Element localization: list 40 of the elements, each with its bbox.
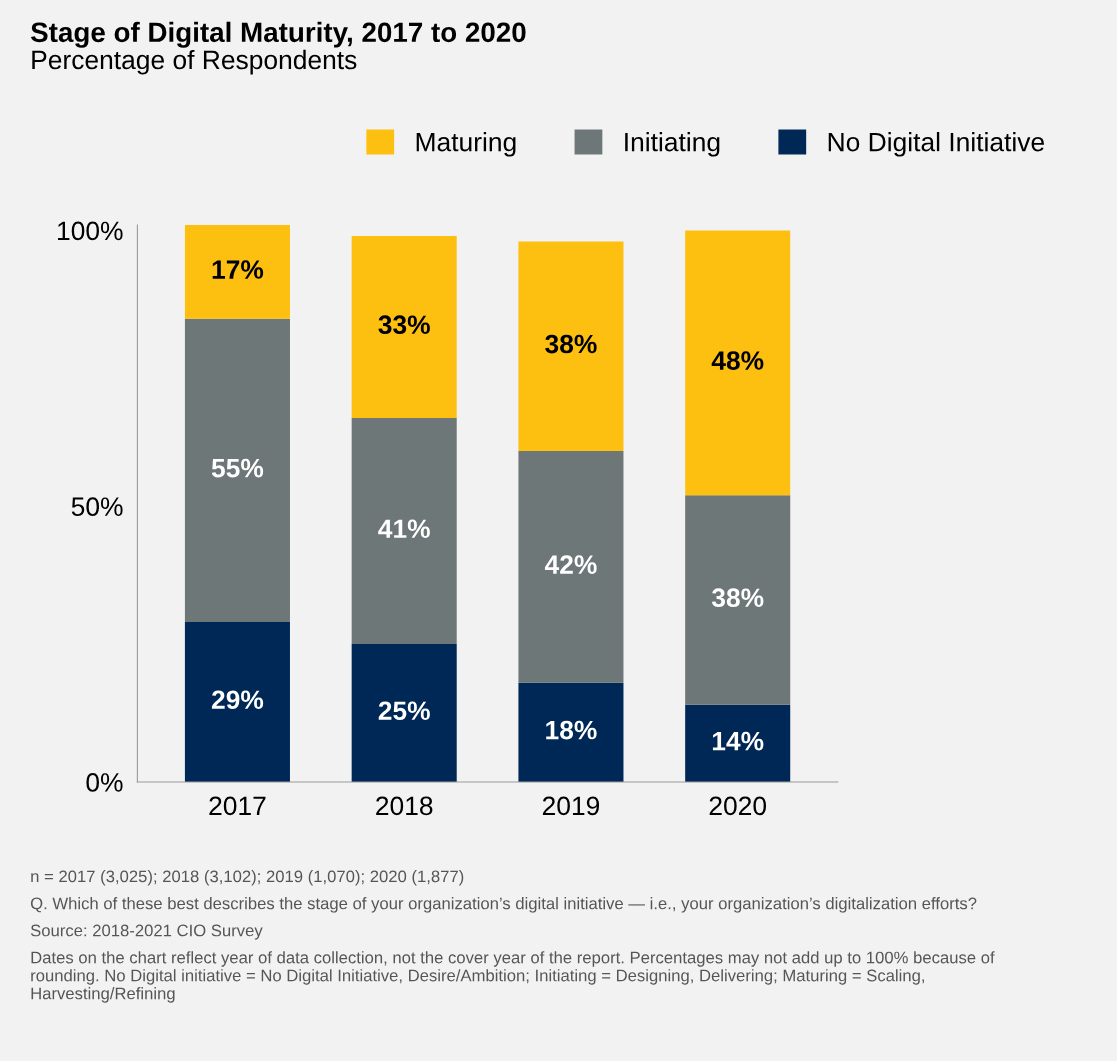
legend-label: Maturing (416, 132, 516, 157)
bar (518, 451, 624, 683)
data-label: 29% (211, 690, 264, 710)
chart-subtitle: Percentage of Respondents (32, 49, 357, 75)
y-tick-label: 50% (71, 497, 123, 517)
bar (518, 241, 624, 452)
bar (685, 495, 791, 705)
data-label: 17% (212, 260, 264, 279)
bar (685, 230, 791, 496)
legend-label: Initiating (625, 132, 720, 157)
data-label: 25% (378, 701, 430, 721)
source-note: Source: 2018-2021 CIO Survey (30, 924, 263, 940)
y-tick-label: 0% (86, 773, 123, 792)
chart-title: Stage of Digital Maturity, 2017 to 2020 (30, 21, 526, 48)
data-label: 48% (711, 351, 764, 370)
bar (351, 644, 457, 782)
text: Q. Which of these best describes the stage of your organization’s digital initiative — i.e., your organization’s digitalization efforts? (30, 897, 977, 913)
bar (685, 704, 791, 782)
x-tick-label: 2019 (542, 796, 600, 816)
bar (184, 318, 290, 623)
data-label: 33% (378, 315, 430, 335)
data-label: 14% (712, 731, 764, 751)
x-tick-label: 2018 (376, 796, 433, 816)
bar (351, 235, 457, 418)
data-label: 38% (711, 588, 764, 608)
data-label: 41% (378, 519, 430, 539)
bar (518, 682, 624, 782)
data-label: 55% (211, 458, 264, 478)
bar (184, 224, 290, 319)
x-tick-label: 2020 (709, 796, 767, 816)
text: n = 2017 (3,025); 2018 (3,102); 2019 (1,070); 2020 (1,877) (31, 870, 464, 886)
bar (184, 622, 290, 782)
text: Dates on the chart reflect year of data collection, not the cover year of the report. Percentages may not add up to 100% because of rounding. No Digital initiative = No Digital Initiative, Desire/Ambition; Initiating = Designing, Delivering; Maturing = Scaling, Harvesting/Refining (31, 951, 995, 1003)
x-tick-label: 2017 (209, 796, 266, 816)
data-label: 18% (546, 720, 597, 740)
legend-label: No Digital Initiative (828, 132, 1044, 157)
bar (351, 417, 457, 645)
data-label: 38% (545, 334, 597, 354)
y-tick-label: 100% (58, 221, 123, 241)
data-label: 42% (544, 555, 597, 574)
